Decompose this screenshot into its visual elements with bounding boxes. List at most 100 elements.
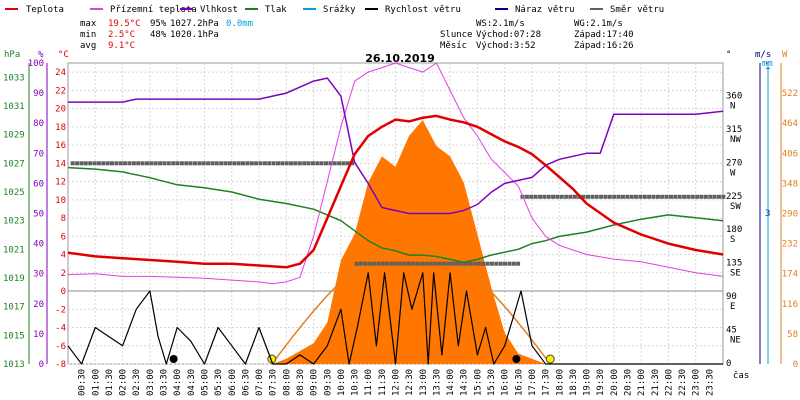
wind-dir-dot — [358, 261, 363, 266]
x-tick-46: 23:30 — [705, 369, 715, 396]
wind-dir-dot — [70, 161, 75, 166]
wind-dir-dot — [647, 194, 652, 199]
hpa-tick-1: 1015 — [3, 331, 25, 341]
wind-speed-line — [67, 272, 723, 365]
wind-dir-dot — [254, 161, 259, 166]
x-axis-label: čas — [733, 370, 749, 381]
solar-tick-5: 290 — [782, 210, 798, 220]
x-tick-18: 09:30 — [323, 369, 333, 396]
wind-dir-dot — [324, 161, 328, 166]
direction-tick-name-5: SW — [730, 202, 741, 212]
wind-dir-dot — [184, 161, 189, 166]
wind-dir-dot — [651, 194, 656, 199]
direction-tick-name-1: NE — [730, 336, 741, 346]
wind-dir-dot — [223, 161, 228, 166]
x-tick-3: 02:00 — [119, 369, 129, 396]
x-tick-16: 08:30 — [296, 369, 306, 396]
wind-dir-dot — [158, 161, 163, 166]
wind-dir-dot — [201, 161, 206, 166]
x-tick-7: 04:00 — [173, 369, 183, 396]
wind-dir-dot — [612, 194, 617, 199]
wind-dir-dot — [145, 161, 149, 166]
percent-tick-3: 30 — [33, 270, 44, 280]
wind-dir-dot — [538, 194, 542, 199]
wind-dir-dot — [140, 161, 145, 166]
x-tick-29: 15:00 — [473, 369, 483, 396]
x-tick-10: 05:30 — [214, 369, 224, 396]
percent-tick-2: 20 — [33, 300, 44, 310]
stat-min-hum: 48% — [150, 30, 167, 40]
sun-curve — [271, 246, 551, 365]
wind-dir-dot — [380, 261, 385, 266]
x-tick-14: 07:30 — [269, 369, 279, 396]
stat-avg-label: avg — [80, 41, 96, 51]
wind-dir-dot — [586, 194, 590, 199]
wind-dir-dot — [476, 261, 481, 266]
wind-dir-dot — [258, 161, 263, 166]
wind-dir-dot — [385, 261, 390, 266]
wind-dir-dot — [319, 161, 324, 166]
chart-title: 26.10.2019 — [365, 52, 435, 65]
legend-temp: Teplota — [26, 5, 64, 15]
wind-dir-dot — [276, 161, 280, 166]
info-moon-label: Měsíc — [440, 41, 467, 51]
hpa-tick-6: 1025 — [3, 188, 25, 198]
axis-hpa-label: hPa — [4, 50, 20, 60]
wind-dir-dot — [669, 194, 673, 199]
x-tick-2: 01:30 — [105, 369, 115, 396]
x-tick-40: 20:30 — [624, 369, 634, 396]
x-tick-38: 19:30 — [596, 369, 606, 396]
x-tick-20: 10:30 — [351, 369, 361, 396]
stat-avg-temp: 9.1°C — [108, 41, 135, 51]
wind-dir-dot — [673, 194, 678, 199]
hpa-tick-3: 1019 — [3, 274, 25, 284]
wind-dir-dot — [131, 161, 136, 166]
wind-dir-dot — [599, 194, 604, 199]
solar-tick-3: 174 — [782, 270, 798, 280]
direction-tick-name-3: SE — [730, 269, 741, 279]
wind-dir-dot — [511, 261, 516, 266]
x-tick-8: 04:30 — [187, 369, 197, 396]
axis-celsius-label: °C — [58, 50, 69, 60]
wind-dir-dot — [420, 261, 425, 266]
wind-dir-dot — [328, 161, 333, 166]
x-tick-25: 13:00 — [419, 369, 429, 396]
solar-tick-4: 232 — [782, 240, 798, 250]
wind-dir-dot — [708, 194, 713, 199]
legend-humidity: Vlhkost — [200, 5, 238, 15]
wind-dir-dot — [629, 194, 634, 199]
percent-tick-6: 60 — [33, 179, 44, 189]
x-tick-31: 16:00 — [501, 369, 511, 396]
axis-rain-label: mm — [762, 59, 773, 69]
wind-dir-dot — [376, 261, 381, 266]
percent-tick-9: 90 — [33, 89, 44, 99]
wind-dir-dot — [468, 261, 473, 266]
wind-dir-dot — [533, 194, 538, 199]
celsius-tick-2: -4 — [55, 324, 66, 334]
stat-min-temp: 2.5°C — [108, 30, 135, 40]
x-tick-1: 01:00 — [91, 369, 101, 396]
percent-tick-4: 40 — [33, 240, 44, 250]
wind-dir-dot — [415, 261, 420, 266]
wind-dir-dot — [310, 161, 315, 166]
legend-ground-temp: Přízemní teplota — [110, 5, 197, 15]
wind-dir-dot — [481, 261, 486, 266]
wind-dir-dot — [568, 194, 573, 199]
wind-dir-dot — [655, 194, 660, 199]
wind-dir-dot — [271, 161, 276, 166]
legend-rain: Srážky — [323, 5, 356, 15]
wind-dir-dot — [559, 194, 564, 199]
stat-max-press: 1027.2hPa — [170, 19, 219, 29]
wind-dir-dot — [642, 194, 647, 199]
celsius-tick-10: 12 — [55, 178, 66, 188]
wind-dir-dot — [92, 161, 97, 166]
plot-area — [67, 62, 726, 365]
legend: Teplota Přízemní teplota Vlhkost Tlak Sr… — [5, 5, 664, 15]
wind-dir-dot — [625, 194, 630, 199]
direction-tick-2: 90 — [726, 292, 737, 302]
axis-percent-label: % — [38, 50, 44, 60]
x-tick-23: 12:00 — [392, 369, 402, 396]
wind-dir-dot — [433, 261, 438, 266]
legend-gust: Náraz větru — [515, 5, 575, 15]
x-tick-6: 03:30 — [160, 369, 170, 396]
